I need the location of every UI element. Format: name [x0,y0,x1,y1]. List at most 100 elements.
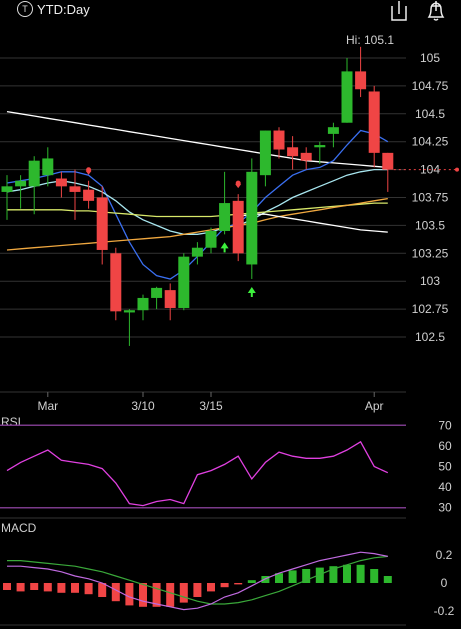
moving-average-line [6,168,388,235]
candle [273,127,285,159]
candle-body [327,127,339,134]
macd-histogram-bar [43,583,52,592]
macd-histogram-bar [125,583,134,606]
candle-body [273,130,285,150]
price-tick-label: 102.75 [412,302,449,316]
ticker-selector[interactable]: T YTD:Day [17,0,90,18]
candle [178,253,190,311]
rsi-tick-label: 60 [438,439,452,453]
macd-histogram-bar [57,583,66,593]
macd-histogram-bar [370,569,379,583]
candle-body [232,200,244,254]
macd-signal-line [7,555,388,605]
macd-histogram-bar [179,583,188,603]
price-tick-label: 103.5 [415,218,445,232]
candle-body [382,152,394,170]
macd-histogram-bar [84,583,93,595]
macd-histogram-bar [111,583,120,602]
macd-histogram-bar [275,573,283,583]
candle [259,130,271,187]
t-circle-icon: T [17,1,33,17]
high-label: Hi: 105.1 [346,33,394,47]
buy-signal-arrow [247,286,256,297]
macd-histogram-bar [152,583,161,607]
macd-histogram-bar [16,583,25,592]
candle [191,242,203,265]
candle [287,136,299,170]
candle [55,171,67,198]
candle [1,175,13,220]
candle-body [300,152,312,161]
price-tick-label: 104.75 [412,79,449,93]
candle [123,309,135,346]
candle [219,171,231,235]
candle-body [259,130,271,176]
price-tick-label: 104.5 [415,107,445,121]
macd-tick-label: -0.2 [434,604,455,618]
macd-histogram-bar [30,583,39,590]
candle [96,186,108,265]
macd-histogram-bar [3,583,11,590]
candle [15,175,27,209]
candle-body [355,71,367,90]
last-price-dot [455,167,459,172]
chart-header: T YTD:Day [0,0,461,22]
macd-histogram-bar [234,583,243,585]
candle-body [1,186,13,192]
price-tick-label: 105 [420,51,440,65]
sell-signal-marker [86,167,92,173]
macd-histogram-bar [315,567,324,583]
candle [300,147,312,170]
macd-tick-label: 0.2 [436,548,453,562]
rsi-title: RSI [1,415,21,429]
candle-body [287,147,299,157]
macd-histogram-bar [288,570,297,583]
macd-histogram-bar [383,576,392,583]
macd-histogram-bar [343,564,351,583]
candle [314,141,326,165]
rsi-tick-label: 70 [438,418,452,432]
share-icon [391,1,407,21]
candle-body [123,310,135,313]
add-alert-button[interactable] [424,0,446,22]
macd-histogram-bar [139,583,147,607]
macd-histogram-bar [166,583,175,607]
x-tick-label: 3/10 [131,399,155,413]
macd-histogram-bar [261,576,270,583]
candle [42,147,54,187]
rsi-line [6,440,389,507]
candle [382,152,394,192]
candle [137,294,149,321]
candle [164,283,176,321]
bell-plus-icon [427,1,445,21]
price-tick-label: 103 [420,274,440,288]
macd-histogram-bar [193,583,202,597]
candle-body [69,186,81,192]
candle [83,180,95,209]
candle [341,58,353,123]
share-button[interactable] [388,0,410,22]
macd-line [7,551,388,611]
rsi-tick-label: 30 [438,501,452,515]
candle [355,46,367,98]
rsi-tick-label: 50 [438,460,452,474]
candle [28,156,40,215]
macd-histogram-bar [71,583,79,593]
candle [368,85,380,168]
macd-histogram-bar [356,564,365,583]
rsi-tick-label: 40 [438,480,452,494]
candle-body [314,145,326,148]
macd-histogram-bar [329,566,338,583]
moving-average-line [6,197,388,251]
moving-average-line [238,213,388,233]
candle-body [341,71,353,123]
candle-body [28,160,40,187]
candle-body [151,287,163,298]
candle [110,247,122,321]
candle-body [42,158,54,176]
candle-body [83,189,95,201]
candle-body [164,290,176,308]
candle-body [137,297,149,311]
candle [205,227,217,254]
